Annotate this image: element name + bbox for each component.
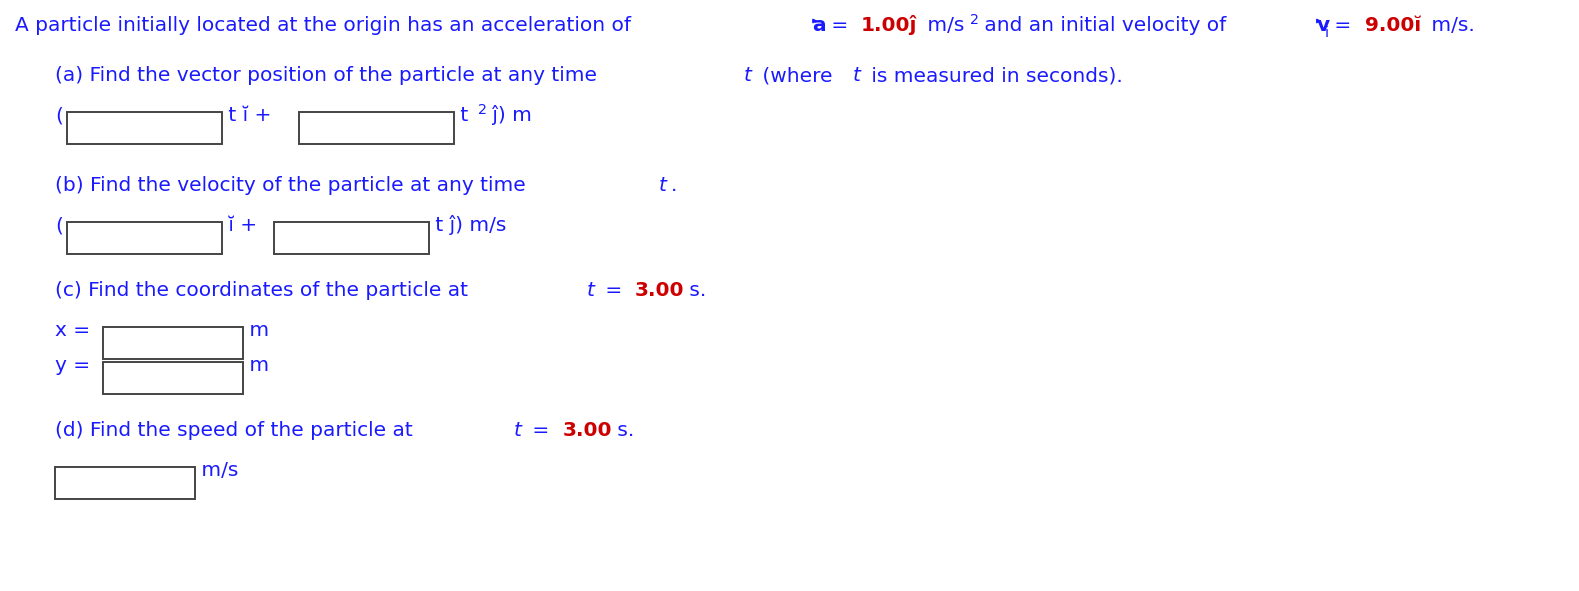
Text: .: .: [671, 176, 677, 195]
Text: (b) Find the velocity of the particle at any time: (b) Find the velocity of the particle at…: [55, 176, 532, 195]
Text: s.: s.: [684, 281, 706, 300]
FancyBboxPatch shape: [103, 327, 243, 359]
Text: ĵ) m: ĵ) m: [486, 105, 532, 125]
Text: x =: x =: [55, 321, 96, 340]
Text: is measured in seconds).: is measured in seconds).: [865, 66, 1123, 85]
Text: m/s: m/s: [194, 461, 238, 480]
Text: t ĵ) m/s: t ĵ) m/s: [429, 215, 507, 235]
Text: m/s: m/s: [921, 16, 965, 35]
FancyBboxPatch shape: [298, 112, 453, 144]
Text: (a) Find the vector position of the particle at any time: (a) Find the vector position of the part…: [55, 66, 603, 85]
Text: t ĭ +: t ĭ +: [223, 106, 272, 125]
Text: =: =: [526, 421, 556, 440]
Text: and an initial velocity of: and an initial velocity of: [977, 16, 1233, 35]
Text: a: a: [813, 16, 826, 35]
FancyBboxPatch shape: [55, 467, 194, 499]
Text: t: t: [853, 66, 861, 85]
Text: i: i: [1325, 26, 1328, 40]
FancyBboxPatch shape: [275, 222, 429, 254]
Text: (: (: [55, 216, 63, 235]
FancyBboxPatch shape: [66, 112, 223, 144]
Text: (where: (where: [756, 66, 838, 85]
Text: 9.00ĭ: 9.00ĭ: [1364, 16, 1421, 35]
Text: =: =: [1328, 16, 1358, 35]
Text: =: =: [824, 16, 854, 35]
Text: (: (: [55, 106, 63, 125]
Text: ĭ +: ĭ +: [223, 216, 257, 235]
Text: t: t: [744, 66, 752, 85]
Text: m: m: [243, 356, 270, 375]
Text: y =: y =: [55, 356, 96, 375]
Text: (c) Find the coordinates of the particle at: (c) Find the coordinates of the particle…: [55, 281, 474, 300]
Text: 3.00: 3.00: [635, 281, 685, 300]
Text: m: m: [243, 321, 270, 340]
Text: t: t: [587, 281, 595, 300]
Text: (d) Find the speed of the particle at: (d) Find the speed of the particle at: [55, 421, 418, 440]
Text: m/s.: m/s.: [1426, 16, 1475, 35]
Text: v: v: [1317, 16, 1330, 35]
Text: t: t: [515, 421, 523, 440]
Text: 3.00: 3.00: [562, 421, 613, 440]
Text: A particle initially located at the origin has an acceleration of: A particle initially located at the orig…: [14, 16, 638, 35]
FancyBboxPatch shape: [66, 222, 223, 254]
Text: s.: s.: [611, 421, 635, 440]
Text: 2: 2: [478, 103, 486, 117]
Text: t: t: [658, 176, 666, 195]
Text: =: =: [598, 281, 628, 300]
FancyBboxPatch shape: [103, 362, 243, 394]
Text: 1.00ĵ: 1.00ĵ: [861, 15, 917, 35]
Text: 2: 2: [970, 13, 979, 27]
Text: t: t: [453, 106, 467, 125]
